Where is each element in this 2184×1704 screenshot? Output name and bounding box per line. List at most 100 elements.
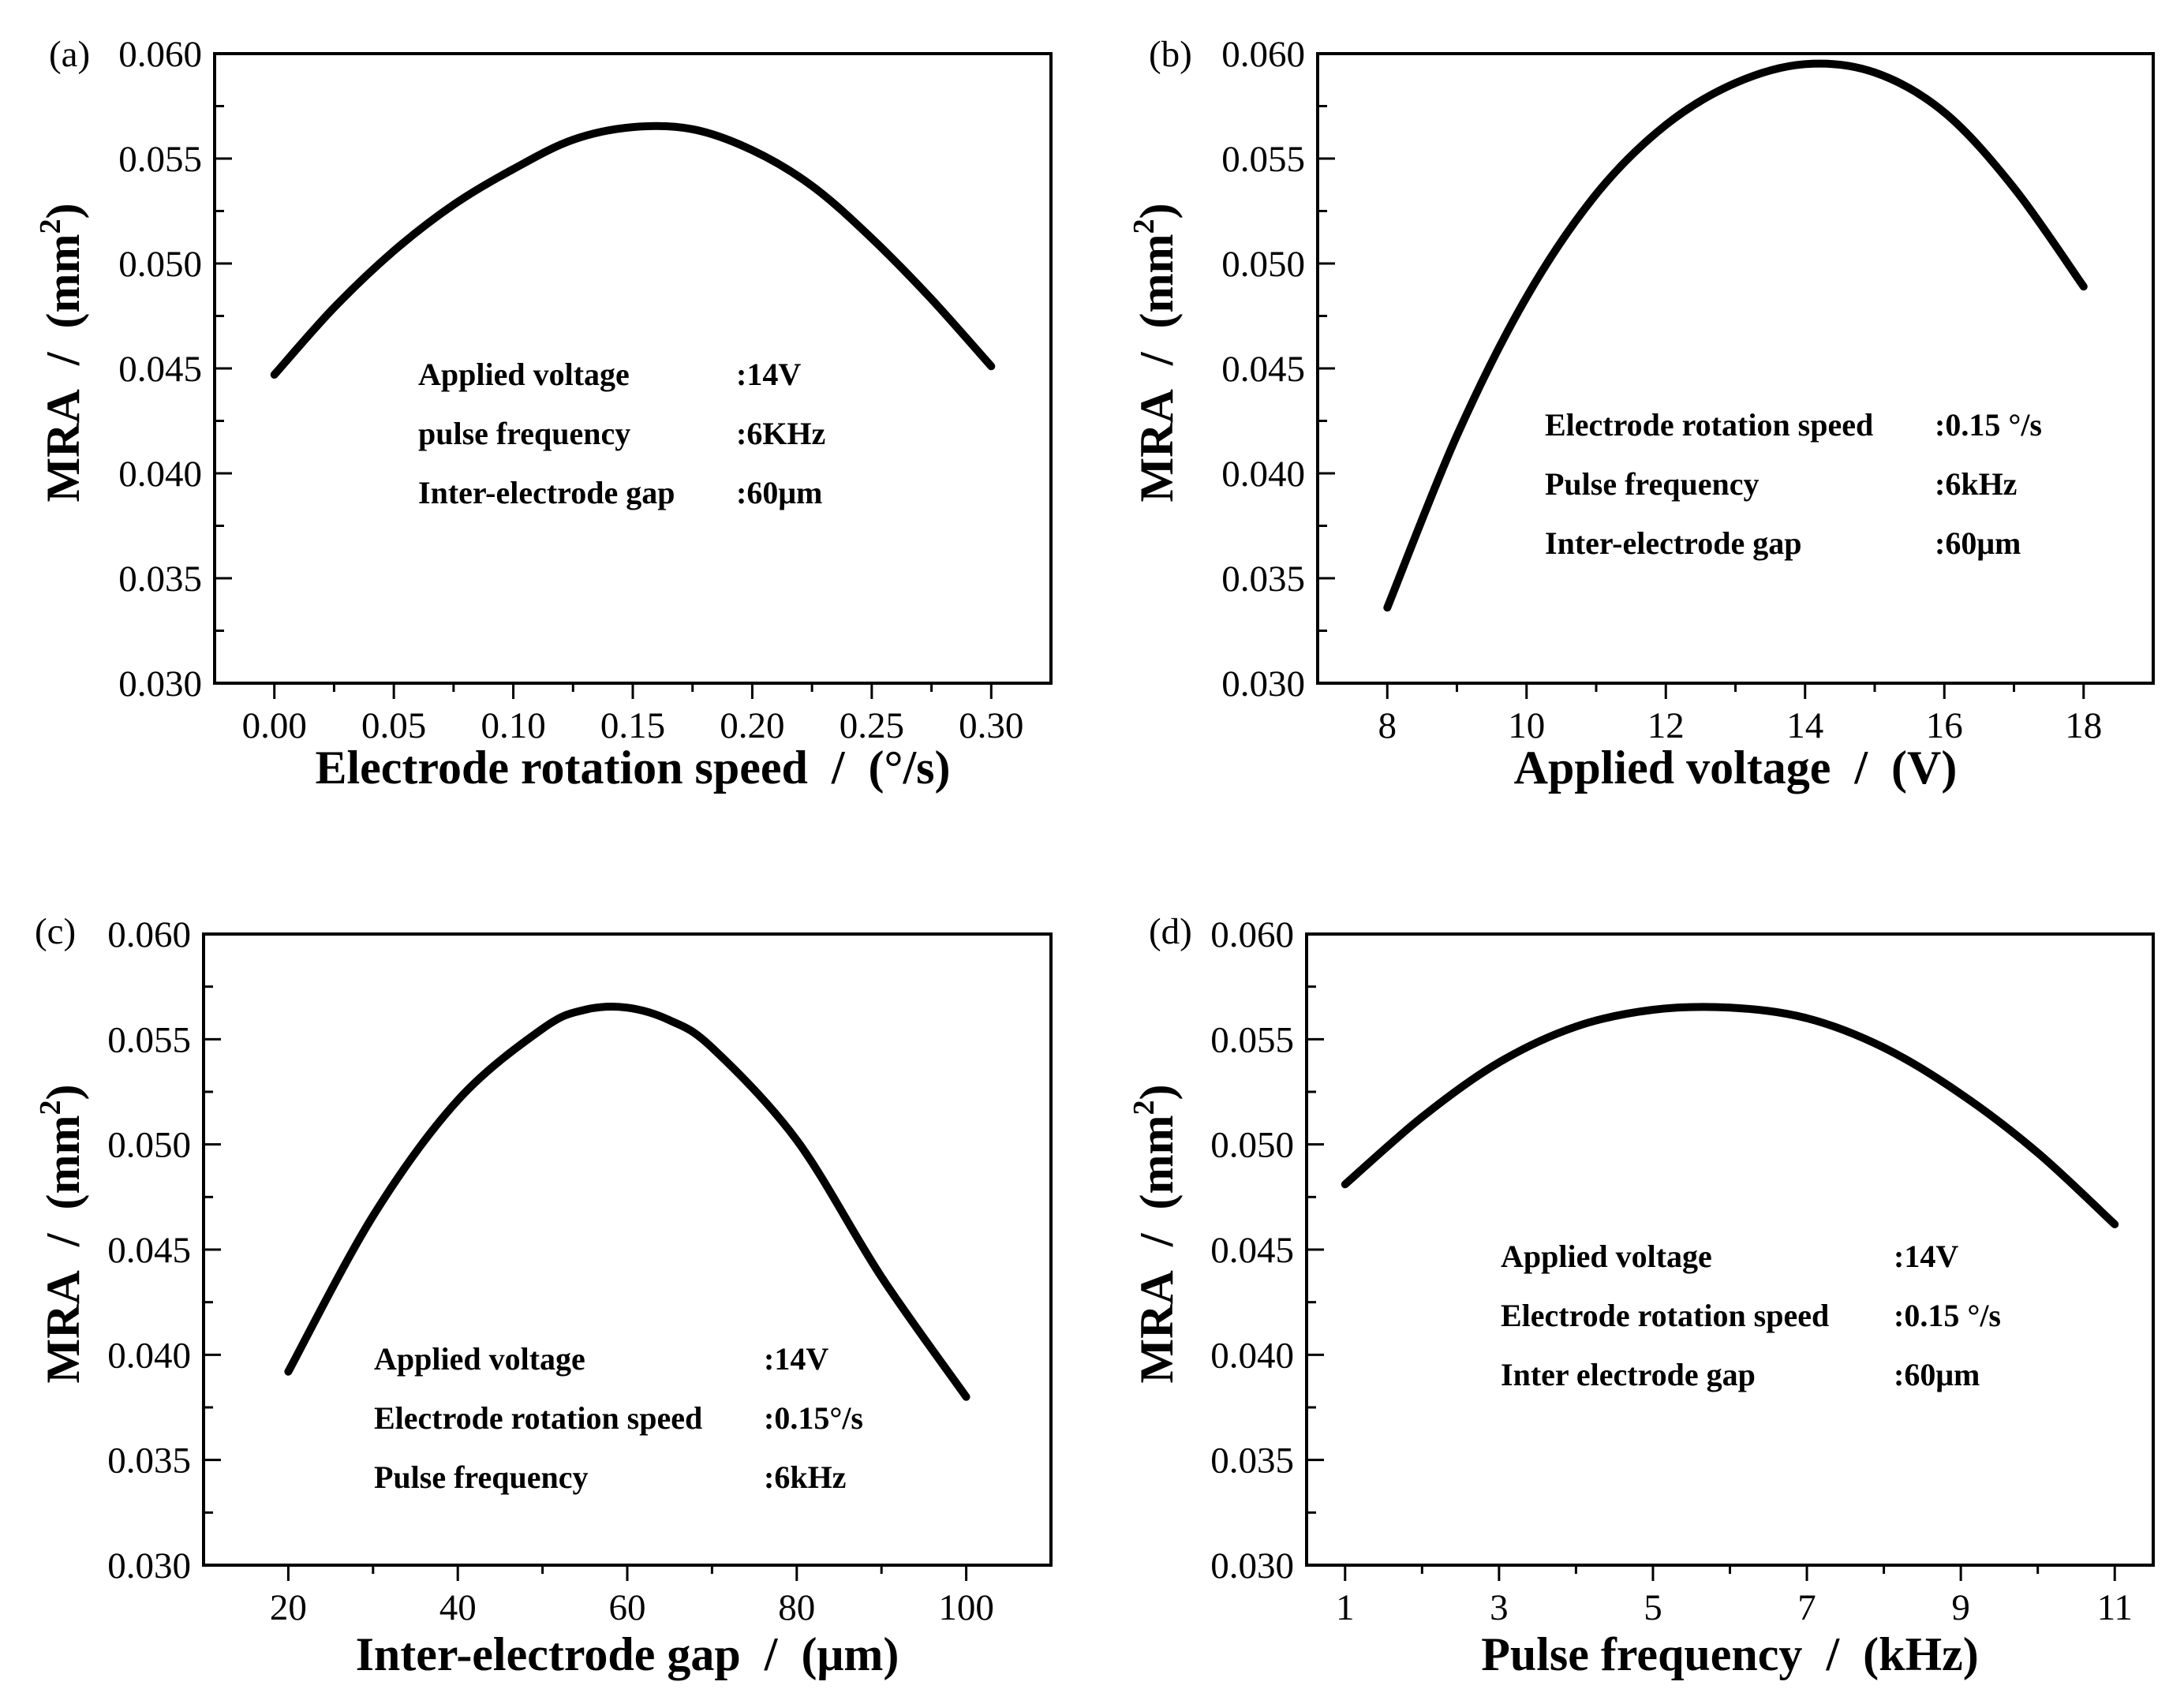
annotation-value: :6kHz (1935, 466, 2017, 502)
x-axis-title-unit: (kHz) (1863, 1628, 1979, 1680)
mra-curve (284, 1003, 970, 1401)
y-tick-label: 0.040 (118, 454, 202, 495)
x-tick-label: 16 (1926, 705, 1963, 746)
x-axis-title-separator: / (764, 1628, 779, 1680)
y-axis-title-superscript: 2 (34, 1100, 67, 1115)
x-tick-label: 0.20 (720, 705, 784, 746)
x-tick-label: 10 (1508, 705, 1545, 746)
x-tick-label: 18 (2065, 705, 2102, 746)
x-axis-title: Electrode rotation speed / (°/s) (315, 742, 950, 794)
panel-label: (a) (49, 34, 90, 75)
annotation-label: Inter-electrode gap (1545, 525, 1801, 561)
x-tick-label: 0.00 (242, 705, 307, 746)
panel-label: (c) (35, 911, 76, 952)
x-axis-title-separator: / (831, 742, 846, 794)
annotation-value: :60μm (1935, 525, 2021, 561)
annotation-value: :0.15°/s (764, 1400, 863, 1436)
x-tick-label: 0.05 (361, 705, 426, 746)
chart-panel-1: 0.030 0.035 0.040 0.045 0.050 0.055 0.060 0.00 0… (34, 34, 1053, 794)
x-tick-label: 8 (1378, 705, 1397, 746)
x-tick-label: 9 (1951, 1587, 1970, 1628)
x-tick-label: 100 (938, 1587, 994, 1628)
annotation-value: :6KHz (736, 416, 825, 451)
x-axis-title: Pulse frequency / (kHz) (1481, 1628, 1979, 1680)
annotation-value: :14V (1894, 1239, 1958, 1274)
y-axis-title-superscript: 2 (1128, 1100, 1161, 1115)
panel-label: (d) (1149, 911, 1192, 952)
plot-frame (213, 52, 1053, 685)
chart-panel-2: 0.030 0.035 0.040 0.045 0.050 0.055 0.060 8 10 12… (1128, 34, 2155, 794)
y-axis-title-unit-end: ) (1131, 204, 1183, 219)
mra-curve (1341, 1003, 2119, 1228)
annotation-label: Inter-electrode gap (418, 475, 675, 510)
y-axis-title-separator: / (37, 351, 89, 366)
x-axis-title-separator: / (1825, 1628, 1840, 1680)
y-tick-label: 0.040 (1221, 454, 1305, 495)
y-axis-title-unit: (mm (37, 234, 89, 329)
y-axis-title-unit: (mm (1131, 234, 1183, 329)
x-axis-title-main: Inter-electrode gap (356, 1628, 741, 1680)
y-tick-label: 0.045 (107, 1230, 191, 1271)
annotation-label: Applied voltage (418, 357, 630, 392)
x-axis-title-main: Applied voltage (1514, 742, 1831, 794)
x-tick-label: 14 (1786, 705, 1823, 746)
y-tick-label: 0.060 (118, 34, 202, 75)
y-tick-label: 0.050 (118, 244, 202, 285)
y-tick-label: 0.040 (107, 1335, 191, 1376)
y-axis-title-main: MRA (37, 389, 89, 502)
x-axis-title-unit: (°/s) (869, 742, 951, 794)
annotation-value: :60μm (736, 475, 822, 510)
annotation-label: Pulse frequency (1545, 466, 1759, 502)
chart-panel-3: 0.030 0.035 0.040 0.045 0.050 0.055 0.060 20 40 6… (34, 911, 1053, 1680)
y-axis-title-separator: / (37, 1232, 89, 1247)
y-tick-label: 0.035 (107, 1441, 191, 1482)
y-tick-label: 0.045 (1210, 1230, 1294, 1271)
y-tick-label: 0.060 (1221, 34, 1305, 75)
annotation-value: :6kHz (764, 1459, 846, 1495)
y-axis-title-unit-end: ) (1131, 1085, 1183, 1100)
y-tick-label: 0.045 (118, 349, 202, 390)
annotation-value: :14V (764, 1341, 828, 1377)
x-axis-title-unit: (μm) (801, 1628, 899, 1680)
annotation-value: :14V (736, 357, 801, 392)
mra-curve (270, 121, 996, 379)
x-tick-label: 60 (609, 1587, 646, 1628)
annotation-label: Pulse frequency (374, 1459, 588, 1495)
y-axis-title-main: MRA (1131, 389, 1183, 502)
mra-curve (1383, 59, 2088, 612)
x-tick-label: 0.30 (959, 705, 1023, 746)
y-tick-label: 0.060 (1210, 914, 1294, 955)
annotation-label: Applied voltage (1501, 1239, 1712, 1274)
y-axis-title-unit-end: ) (37, 204, 89, 219)
y-axis-title: MRA / (mm2) (34, 204, 89, 503)
panel-label: (b) (1149, 34, 1192, 75)
annotation-label: Electrode rotation speed (1545, 407, 1873, 443)
y-axis-title-unit: (mm (37, 1115, 89, 1210)
x-tick-label: 40 (439, 1587, 477, 1628)
x-tick-label: 11 (2097, 1587, 2133, 1628)
y-axis-title-separator: / (1131, 1232, 1183, 1247)
x-axis-title: Applied voltage / (V) (1514, 742, 1958, 794)
x-axis-title: Inter-electrode gap / (μm) (356, 1628, 899, 1680)
y-axis-title-main: MRA (1131, 1270, 1183, 1383)
y-axis-title-main: MRA (37, 1270, 89, 1383)
y-tick-label: 0.050 (1221, 244, 1305, 285)
annotation-value: :0.15 °/s (1935, 407, 2042, 443)
y-tick-label: 0.045 (1221, 349, 1305, 390)
x-axis-title-main: Pulse frequency (1481, 1628, 1802, 1680)
y-tick-label: 0.050 (1210, 1125, 1294, 1166)
plot-frame (202, 932, 1053, 1567)
y-axis-title-separator: / (1131, 351, 1183, 366)
y-tick-label: 0.035 (1210, 1441, 1294, 1482)
y-tick-label: 0.030 (118, 663, 202, 704)
y-tick-label: 0.040 (1210, 1335, 1294, 1376)
y-axis-title-superscript: 2 (1128, 219, 1161, 234)
y-tick-label: 0.055 (107, 1019, 191, 1060)
x-tick-label: 7 (1797, 1587, 1816, 1628)
x-axis-title-separator: / (1853, 742, 1868, 794)
y-axis-title-unit-end: ) (37, 1085, 89, 1100)
x-tick-label: 12 (1647, 705, 1685, 746)
x-tick-label: 0.10 (481, 705, 545, 746)
x-axis-title-main: Electrode rotation speed (315, 742, 807, 794)
annotation-label: Electrode rotation speed (1501, 1298, 1829, 1333)
